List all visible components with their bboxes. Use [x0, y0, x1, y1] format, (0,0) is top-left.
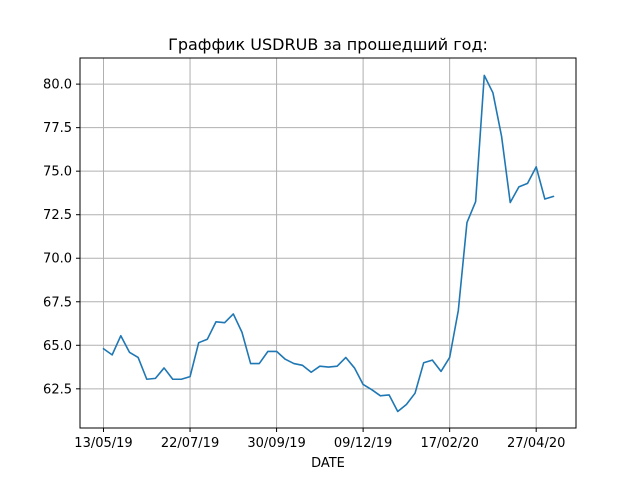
chart-title: Граффик USDRUB за прошедший год: — [168, 35, 488, 54]
x-tick-label: 30/09/19 — [247, 436, 305, 451]
grid — [80, 58, 576, 428]
x-tick-label: 09/12/19 — [334, 436, 392, 451]
x-axis-ticks: 13/05/19 22/07/19 30/09/19 09/12/19 17/02/20… — [74, 428, 565, 451]
x-tick-label: 22/07/19 — [161, 436, 219, 451]
x-tick-label: 13/05/19 — [74, 436, 132, 451]
y-tick-label: 80.0 — [43, 78, 72, 93]
x-tick-label: 27/04/20 — [507, 436, 565, 451]
x-axis-label: DATE — [311, 456, 345, 471]
y-tick-label: 75.0 — [43, 165, 72, 180]
y-tick-label: 67.5 — [43, 295, 72, 310]
y-tick-label: 77.5 — [43, 121, 72, 136]
plot-frame — [79, 57, 577, 429]
y-tick-label: 72.5 — [43, 208, 72, 223]
y-tick-label: 70.0 — [43, 252, 72, 267]
y-axis-ticks: 62.5 65.0 67.5 70.0 72.5 75.0 77.5 80.0 — [43, 78, 80, 397]
y-tick-label: 62.5 — [43, 382, 72, 397]
y-tick-label: 65.0 — [43, 339, 72, 354]
series-group — [102, 74, 555, 413]
usdrub-series-line — [102, 74, 555, 413]
x-tick-label: 17/02/20 — [420, 436, 478, 451]
